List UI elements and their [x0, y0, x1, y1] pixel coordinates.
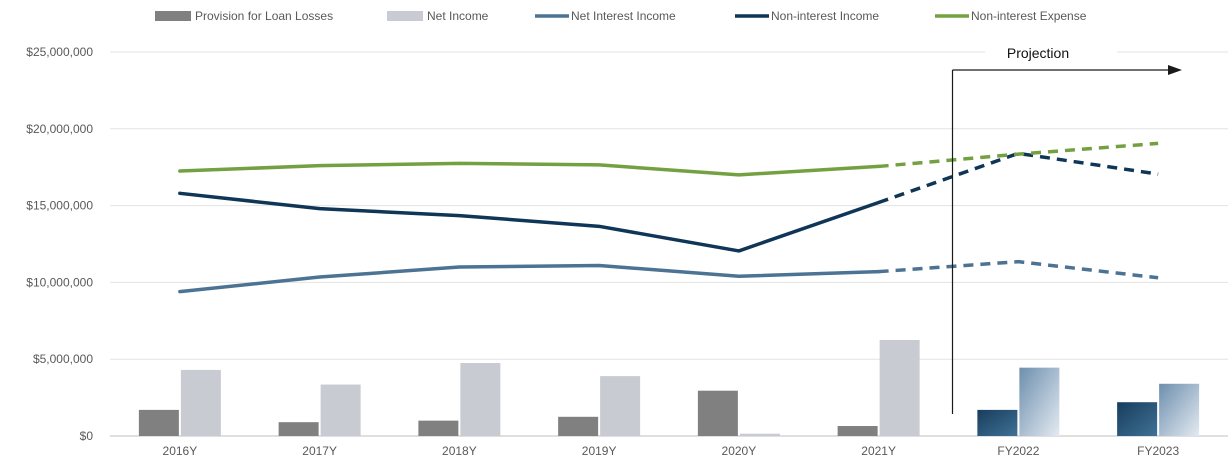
y-tick-label: $0: [80, 429, 94, 443]
x-tick-label: FY2023: [1137, 444, 1179, 458]
x-tick-label: 2018Y: [442, 444, 477, 458]
bar-net-income-2018y: [460, 363, 501, 436]
projection-label-background: [985, 38, 1117, 64]
line-non-interest-income-projection: [878, 151, 1159, 205]
bar-provision-for-loan-losses-2019y: [558, 416, 599, 436]
legend-item-net-income: Net Income: [387, 9, 489, 23]
line-net-interest-income-actual: [178, 263, 881, 294]
legend-label: Net Income: [427, 9, 489, 23]
line-non-interest-income-actual: [178, 191, 881, 253]
line-non-interest-expense-actual: [178, 161, 881, 177]
bar-net-income-2020y: [739, 433, 780, 436]
bar-provision-for-loan-losses-2016y: [138, 409, 179, 436]
bar-net-income-2021y: [879, 340, 920, 436]
projection-label: Projection: [1007, 45, 1069, 61]
x-tick-label: FY2022: [997, 444, 1039, 458]
legend-label: Non-interest Expense: [971, 9, 1087, 23]
legend-swatch: [387, 11, 423, 21]
line-non-interest-expense-projection: [878, 141, 1159, 169]
x-tick-label: 2017Y: [302, 444, 337, 458]
bar-net-income-fy2023: [1159, 383, 1200, 436]
bar-net-income-fy2022: [1019, 367, 1060, 436]
bar-provision-for-loan-losses-2018y: [418, 420, 459, 436]
x-tick-label: 2021Y: [861, 444, 896, 458]
bar-net-income-2017y: [320, 384, 361, 436]
x-tick-label: 2016Y: [163, 444, 198, 458]
bar-provision-for-loan-losses-2017y: [278, 422, 319, 436]
bar-net-income-2016y: [180, 369, 221, 436]
y-tick-label: $5,000,000: [33, 352, 93, 366]
legend-item-non-interest-expense: Non-interest Expense: [935, 9, 1087, 23]
line-net-interest-income-projection: [878, 259, 1159, 280]
y-tick-label: $25,000,000: [26, 45, 93, 59]
legend-item-non-interest-income: Non-interest Income: [735, 9, 879, 23]
legend-label: Non-interest Income: [771, 9, 879, 23]
legend-item-provision-for-loan-losses: Provision for Loan Losses: [155, 9, 333, 23]
bar-net-income-2019y: [600, 376, 641, 436]
x-tick-label: 2019Y: [582, 444, 617, 458]
bar-provision-for-loan-losses-2020y: [697, 390, 738, 436]
legend-label: Provision for Loan Losses: [195, 9, 333, 23]
projection-arrowhead-icon: [1168, 65, 1182, 75]
y-tick-label: $15,000,000: [26, 199, 93, 213]
legend-label: Net Interest Income: [571, 9, 676, 23]
y-tick-label: $20,000,000: [26, 122, 93, 136]
bar-provision-for-loan-losses-fy2023: [1117, 402, 1158, 436]
y-tick-label: $10,000,000: [26, 275, 93, 289]
legend-item-net-interest-income: Net Interest Income: [535, 9, 676, 23]
bar-provision-for-loan-losses-fy2022: [977, 409, 1018, 436]
x-tick-label: 2020Y: [722, 444, 757, 458]
bar-provision-for-loan-losses-2021y: [837, 426, 878, 436]
legend-swatch: [155, 11, 191, 21]
